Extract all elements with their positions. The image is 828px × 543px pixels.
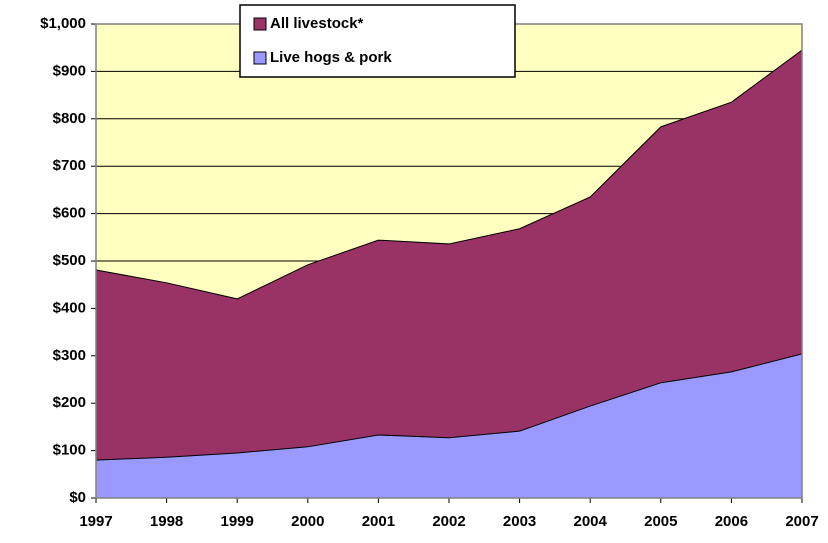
- x-tick-label: 1999: [221, 513, 254, 530]
- legend-label: All livestock*: [270, 15, 364, 32]
- area: [95, 49, 803, 499]
- area: [95, 353, 803, 499]
- x-tick-label: 2000: [291, 513, 324, 530]
- y-tick-label: $100: [53, 442, 86, 459]
- y-tick-label: $500: [53, 252, 86, 269]
- x-tick-label: 2005: [644, 513, 677, 530]
- x-tick-label: 1998: [150, 513, 183, 530]
- x-tick-label: 2003: [503, 513, 536, 530]
- legend-label: Live hogs & pork: [270, 49, 392, 66]
- y-tick-label: $800: [53, 110, 86, 127]
- legend: [239, 4, 516, 78]
- y-tick-label: $1,000: [40, 15, 86, 32]
- y-tick-label: $400: [53, 299, 86, 316]
- legend-swatch: [253, 17, 267, 31]
- y-tick-label: $600: [53, 205, 86, 222]
- x-tick-label: 2007: [785, 513, 818, 530]
- x-tick-label: 2001: [362, 513, 395, 530]
- y-tick-label: $300: [53, 347, 86, 364]
- y-tick-label: $900: [53, 62, 86, 79]
- x-tick-label: 2002: [432, 513, 465, 530]
- legend-swatch: [253, 51, 267, 65]
- y-tick-label: $700: [53, 157, 86, 174]
- y-tick-label: $200: [53, 394, 86, 411]
- x-tick-label: 1997: [79, 513, 112, 530]
- x-tick-label: 2006: [715, 513, 748, 530]
- x-tick-label: 2004: [574, 513, 608, 530]
- y-tick-label: $0: [69, 489, 86, 506]
